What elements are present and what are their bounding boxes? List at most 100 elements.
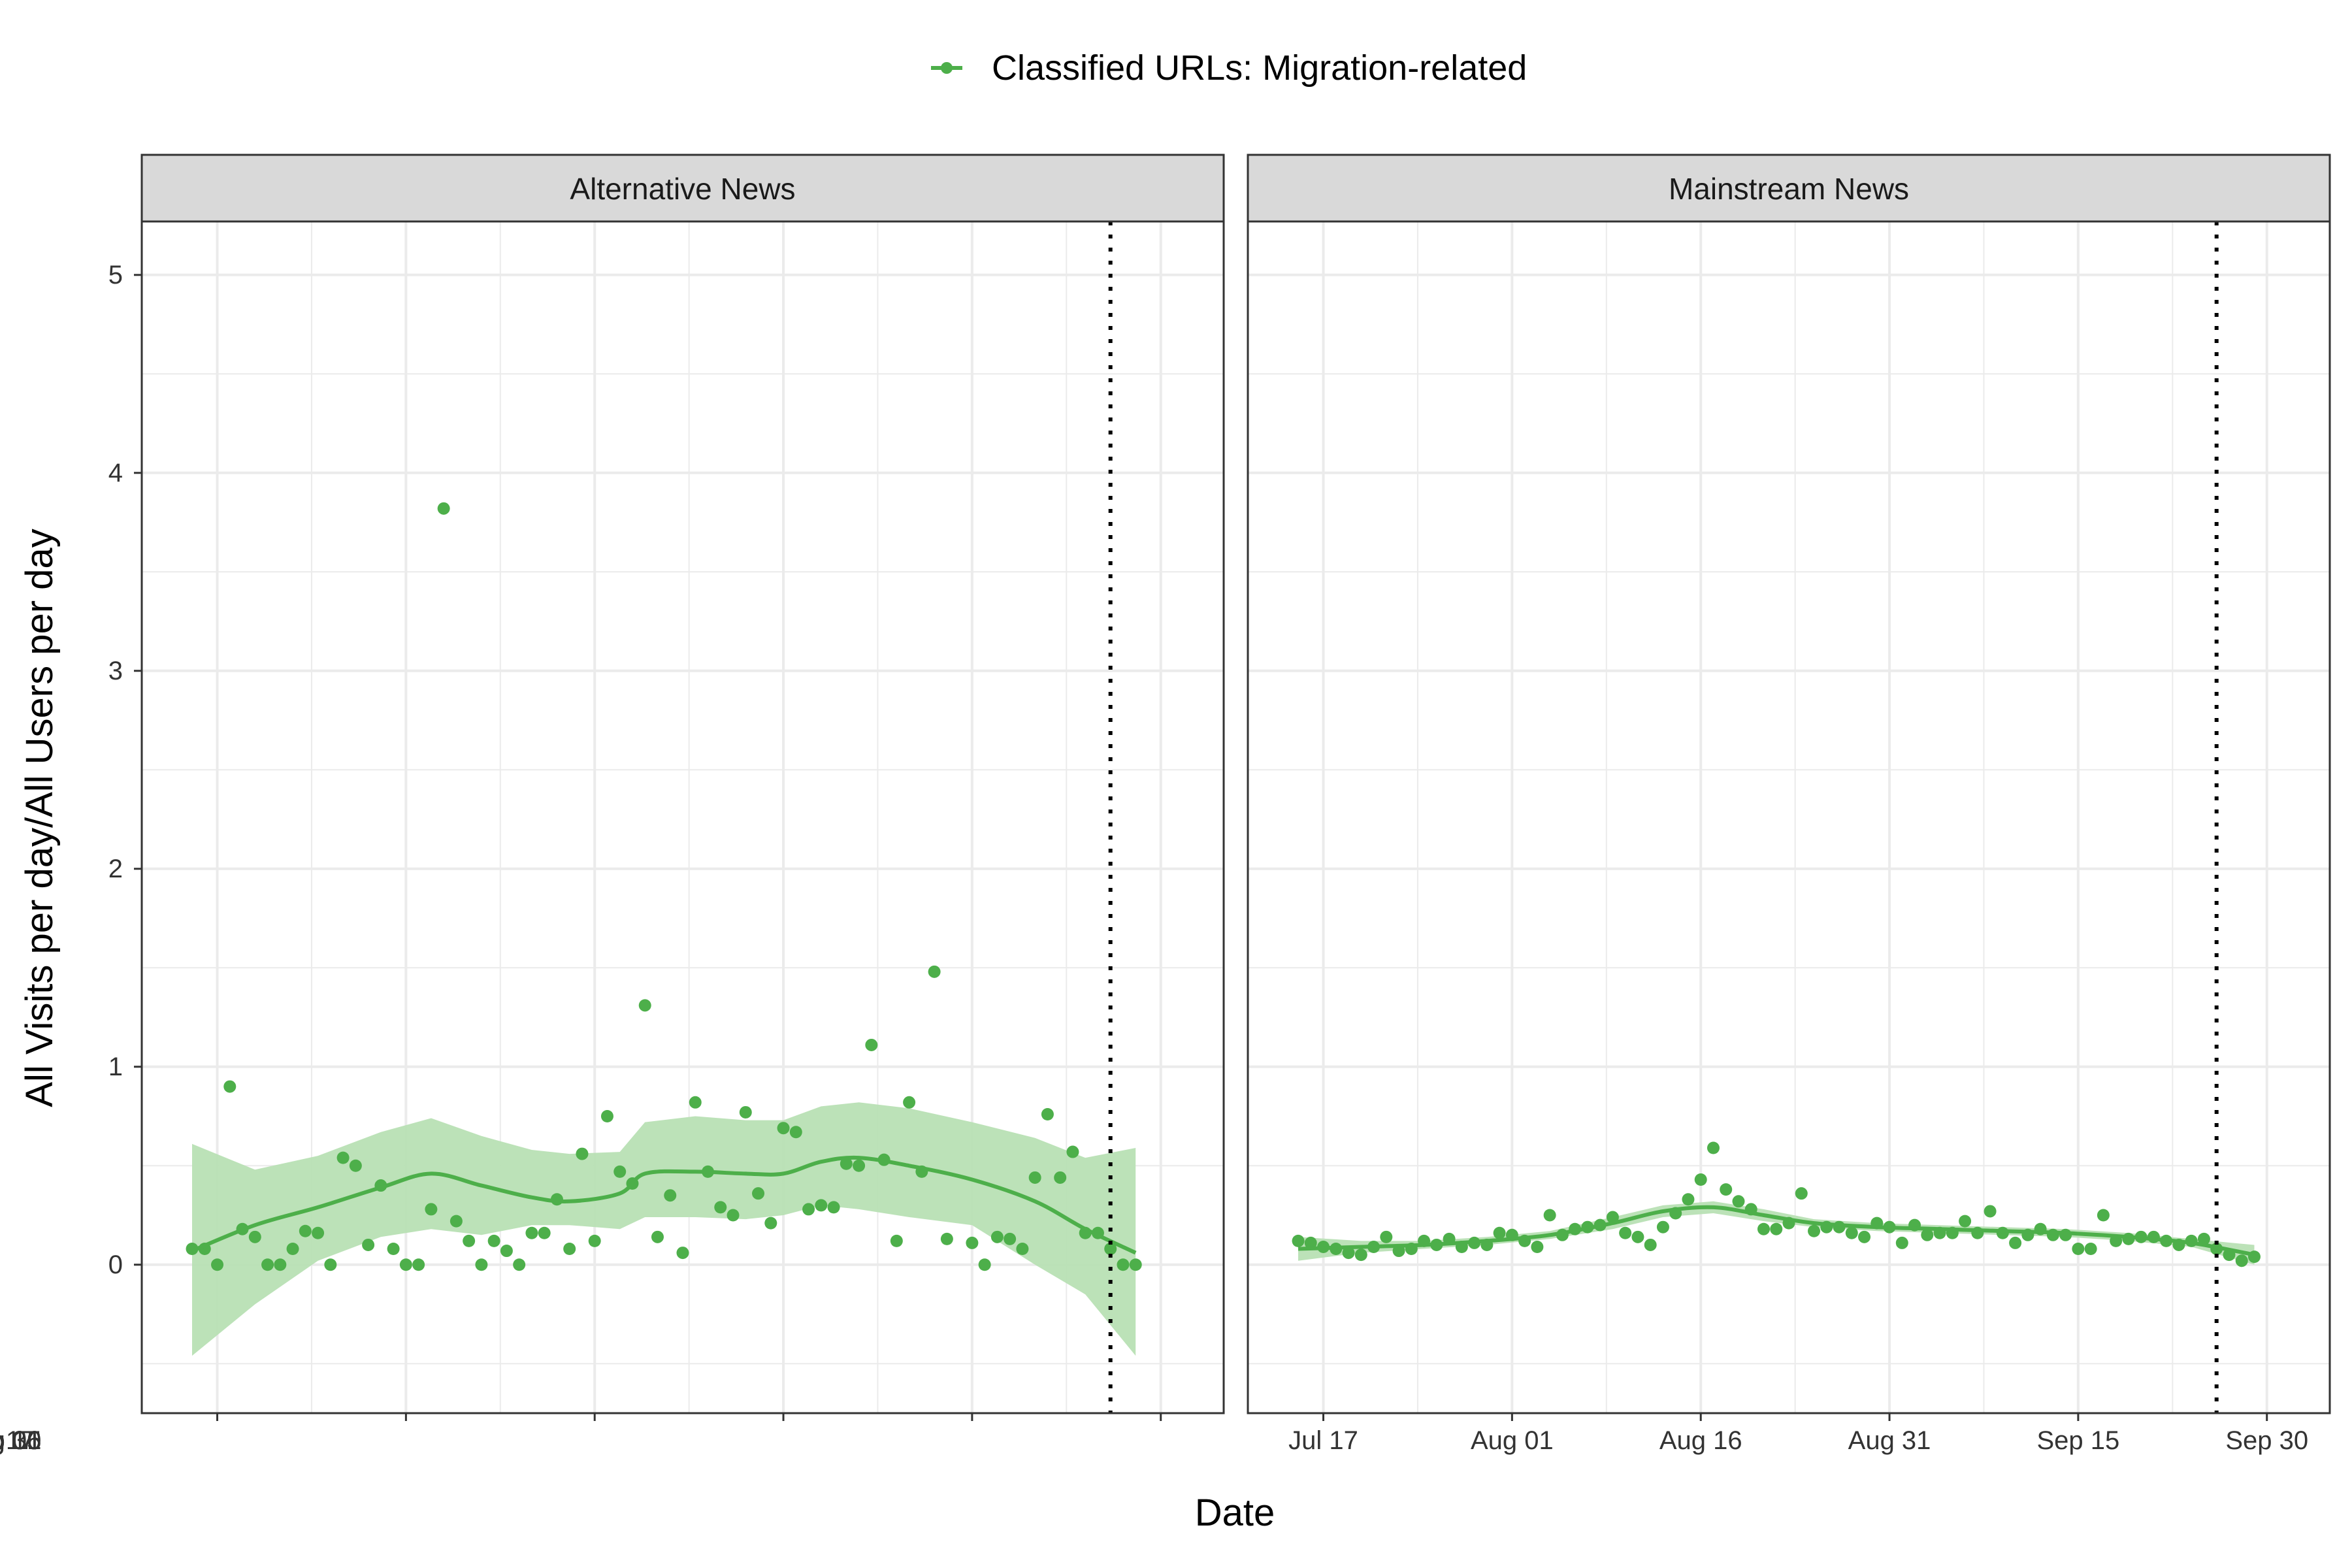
data-point (1342, 1247, 1355, 1260)
data-point (1028, 1171, 1041, 1184)
data-point (2235, 1254, 2248, 1267)
data-point (1380, 1230, 1393, 1243)
data-point (1054, 1171, 1067, 1184)
data-point (1682, 1193, 1695, 1206)
data-point (1770, 1222, 1783, 1235)
data-point (827, 1201, 840, 1214)
data-point (853, 1159, 866, 1172)
data-point (2197, 1232, 2210, 1245)
data-point (1707, 1141, 1720, 1154)
data-point (387, 1243, 400, 1256)
data-point (978, 1258, 991, 1271)
data-point (890, 1234, 903, 1247)
data-point (248, 1230, 261, 1243)
data-point (211, 1258, 224, 1271)
data-point (1606, 1211, 1619, 1224)
data-point (412, 1258, 425, 1271)
data-point (449, 1215, 463, 1228)
data-point (865, 1038, 878, 1051)
data-point (324, 1258, 337, 1271)
x-tick-label: Jul 17 (1288, 1426, 1358, 1455)
x-tick-label: Aug 01 (0, 1426, 41, 1455)
data-point (349, 1159, 362, 1172)
data-point (1732, 1195, 1745, 1208)
x-tick-labels: Jul 17 Aug 01 Aug 16 Aug 31 Sep 15 Sep 3… (0, 1426, 41, 1455)
data-point (286, 1243, 299, 1256)
data-point (299, 1224, 312, 1237)
data-point (1117, 1258, 1130, 1271)
data-point (1531, 1240, 1544, 1253)
data-point (1858, 1230, 1871, 1243)
data-point (651, 1230, 664, 1243)
y-axis-title: All Visits per day/All Users per day (18, 529, 61, 1107)
y-tick-label: 3 (108, 657, 123, 685)
data-point (1656, 1220, 1669, 1233)
data-point (538, 1226, 551, 1239)
data-point (613, 1165, 627, 1178)
y-tick-labels: 0 1 2 3 4 5 (108, 261, 123, 1279)
x-tick-label: Aug 31 (1848, 1426, 1931, 1455)
panel-alternative-news: Alternative News 0 1 2 3 4 5 Jul 17 Aug … (108, 154, 2308, 1455)
data-point (1631, 1230, 1644, 1243)
data-point (463, 1234, 476, 1247)
data-point (903, 1096, 916, 1109)
x-tick-label: Jul 17 (0, 1426, 35, 1455)
data-point (1354, 1249, 1367, 1262)
panel-mainstream-news: Mainstream News Jul 17 Aug 01 Aug 16 Aug… (0, 154, 2331, 1455)
y-tick-label: 1 (108, 1053, 123, 1081)
x-tick-label: Aug 31 (0, 1426, 41, 1455)
data-point (1543, 1209, 1556, 1222)
data-point (1304, 1236, 1317, 1249)
data-point (752, 1187, 765, 1200)
data-point (940, 1232, 953, 1245)
data-point (475, 1258, 488, 1271)
x-tick-label: Aug 16 (0, 1426, 41, 1455)
x-tick-labels: Jul 17 Aug 01 Aug 16 Aug 31 Sep 15 Sep 3… (1288, 1426, 2308, 1455)
y-tick-label: 4 (108, 459, 123, 487)
data-point (727, 1209, 740, 1222)
y-tick-label: 0 (108, 1250, 123, 1279)
plot-area (1247, 220, 2331, 1421)
panel-title: Mainstream News (1669, 172, 1909, 206)
data-point (223, 1080, 237, 1093)
x-tick-label: Aug 16 (1659, 1426, 1742, 1455)
y-tick-label: 5 (108, 261, 123, 289)
data-point (990, 1230, 1004, 1243)
data-point (840, 1157, 853, 1170)
data-point (764, 1217, 777, 1230)
data-point (1921, 1228, 1934, 1241)
x-tick-label: Sep 15 (2036, 1426, 2119, 1455)
data-point (739, 1105, 752, 1119)
legend: Classified URLs: Migration-related (931, 48, 1527, 88)
data-point (1795, 1187, 1808, 1200)
data-point (525, 1226, 538, 1239)
data-point (1619, 1226, 1632, 1239)
data-point (261, 1258, 274, 1271)
panel-title: Alternative News (570, 172, 795, 206)
data-point (1808, 1224, 1821, 1237)
x-axis-title: Date (1195, 1492, 1275, 1534)
data-point (399, 1258, 412, 1271)
data-point (1845, 1226, 1858, 1239)
data-point (689, 1096, 702, 1109)
panel-strip (1247, 154, 2331, 223)
x-tick-label: Aug 01 (1471, 1426, 1554, 1455)
data-point (2084, 1243, 2097, 1256)
legend-label: Classified URLs: Migration-related (992, 48, 1527, 88)
data-point (1720, 1183, 1733, 1196)
data-point (966, 1236, 979, 1249)
data-point (487, 1234, 500, 1247)
data-point (714, 1201, 727, 1214)
data-point (1984, 1205, 1997, 1218)
data-point (802, 1203, 815, 1216)
data-point (425, 1203, 438, 1216)
data-point (1895, 1236, 1908, 1249)
data-point (815, 1199, 828, 1212)
data-point (336, 1151, 350, 1164)
data-point (1757, 1222, 1770, 1235)
data-point (676, 1247, 689, 1260)
x-tick-label: Sep 15 (0, 1426, 41, 1455)
data-point (2072, 1243, 2085, 1256)
